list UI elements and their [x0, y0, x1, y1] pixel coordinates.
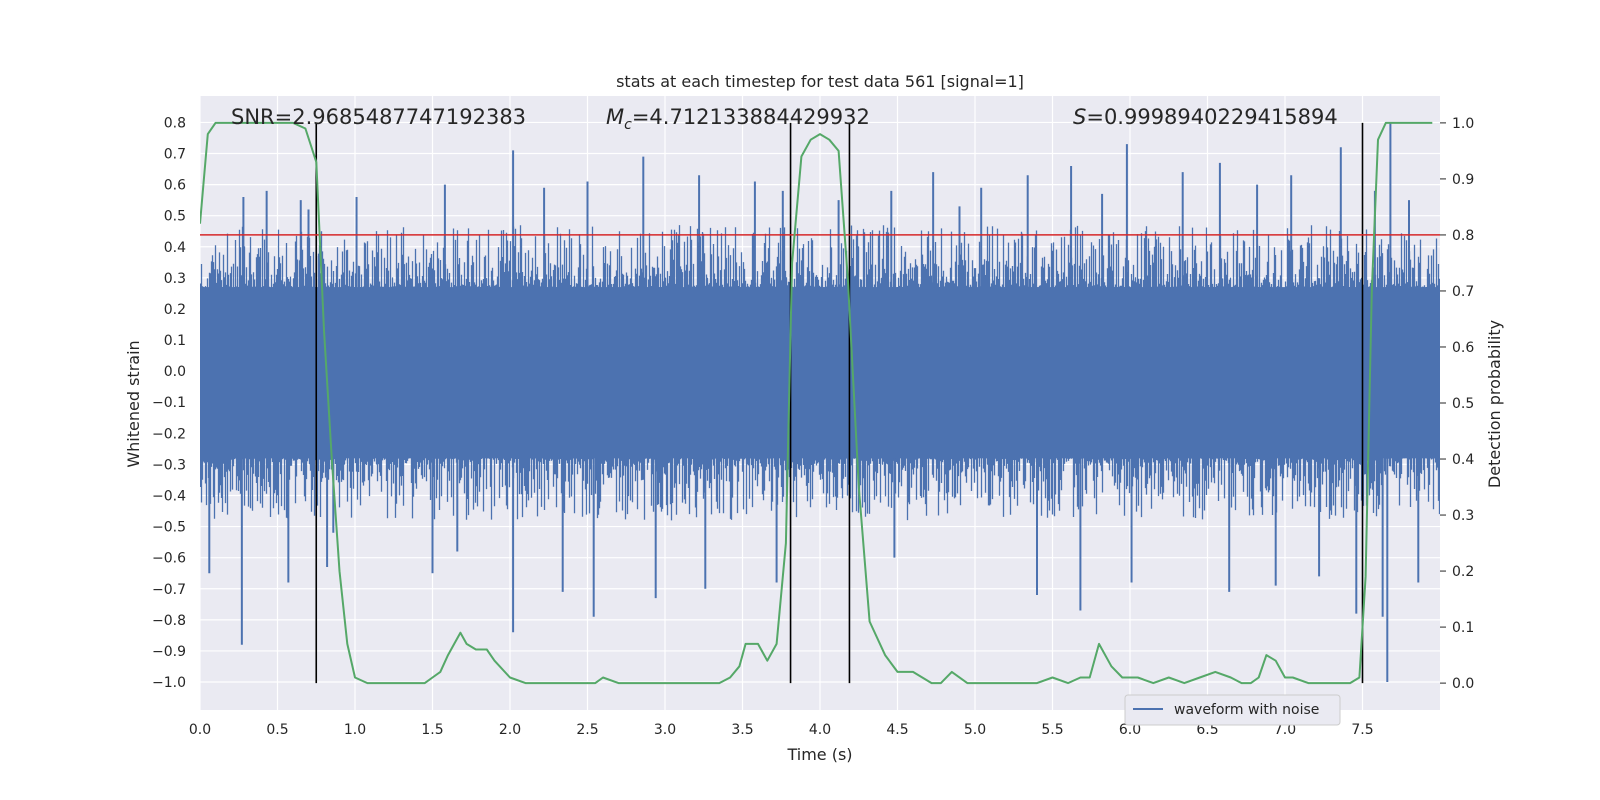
x-tick-label: 6.5	[1196, 722, 1218, 738]
y-tick-label: 0.8	[164, 115, 186, 131]
y-tick-label: −0.5	[152, 520, 186, 536]
y-tick-label: −1.0	[152, 675, 186, 691]
y-tick-label: 0.4	[164, 240, 186, 256]
y-tick-label: −0.4	[152, 488, 186, 504]
y2-tick-label: 0.2	[1452, 564, 1474, 580]
x-tick-label: 1.5	[421, 722, 443, 738]
x-tick-label: 3.5	[731, 722, 753, 738]
x-axis-label: Time (s)	[786, 745, 852, 764]
y-tick-label: −0.8	[152, 613, 186, 629]
y-tick-label: −0.7	[152, 582, 186, 598]
probability-line	[200, 121, 1433, 685]
y-tick-label: 0.0	[164, 364, 186, 380]
y-tick-label: 0.1	[164, 333, 186, 349]
x-tick-label: 0.5	[266, 722, 288, 738]
snr-annotation: SNR=2.9685487747192383	[231, 105, 526, 129]
x-tick-label: 4.5	[886, 722, 908, 738]
y-tick-label: −0.2	[152, 426, 186, 442]
y2-tick-label: 0.1	[1452, 620, 1474, 636]
s-annotation: S=0.9998940229415894	[1073, 105, 1338, 129]
waveform-series	[200, 122, 1440, 683]
legend-label: waveform with noise	[1174, 702, 1319, 718]
y2-tick-label: 1.0	[1452, 116, 1474, 132]
mc-annotation: Mc=4.712133884429932	[606, 105, 870, 133]
probability-series	[200, 121, 1433, 685]
y-tick-label: 0.3	[164, 271, 186, 287]
x-tick-label: 0.0	[189, 722, 211, 738]
y2-tick-label: 0.0	[1452, 676, 1474, 692]
waveform-core	[200, 287, 1440, 459]
y-tick-label: 0.2	[164, 302, 186, 318]
y-tick-label: −0.1	[152, 395, 186, 411]
y-tick-label: −0.6	[152, 551, 186, 567]
y2-tick-label: 0.8	[1452, 228, 1474, 244]
y2-tick-label: 0.3	[1452, 508, 1474, 524]
y-tick-label: −0.9	[152, 644, 186, 660]
y-tick-label: 0.5	[164, 209, 186, 225]
y-tick-label: 0.6	[164, 178, 186, 194]
x-tick-label: 7.0	[1274, 722, 1296, 738]
x-tick-label: 4.0	[809, 722, 831, 738]
y2-axis-ticks: 1.0 0.9 0.8 0.7 0.6 0.5 0.4 0.3 0.2 0.1 0.0	[1440, 116, 1474, 692]
y2-axis-label: Detection probability	[1485, 320, 1504, 488]
legend-box	[1124, 694, 1341, 726]
x-tick-label: 2.5	[576, 722, 598, 738]
y2-tick-label: 0.6	[1452, 340, 1474, 356]
y-tick-label: 0.7	[164, 147, 186, 163]
x-tick-label: 5.0	[964, 722, 986, 738]
legend: waveform with noise	[1124, 694, 1341, 726]
x-tick-label: 2.0	[499, 722, 521, 738]
x-tick-label: 7.5	[1351, 722, 1373, 738]
y2-tick-label: 0.9	[1452, 172, 1474, 188]
x-tick-label: 6.0	[1119, 722, 1141, 738]
x-axis-ticks: 0.0 0.5 1.0 1.5 2.0 2.5 3.0 3.5 4.0 4.5 5.0 5.5 6.0 6…	[189, 722, 1374, 738]
x-tick-label: 1.0	[344, 722, 366, 738]
y2-tick-label: 0.5	[1452, 396, 1474, 412]
x-tick-label: 3.0	[654, 722, 676, 738]
x-tick-label: 5.5	[1041, 722, 1063, 738]
y-tick-label: −0.3	[152, 457, 186, 473]
reference-lines	[200, 122, 1440, 684]
y2-tick-label: 0.7	[1452, 284, 1474, 300]
chart-title: stats at each timestep for test data 561…	[616, 72, 1024, 91]
y-axis-ticks: 0.8 0.7 0.6 0.5 0.4 0.3 0.2 0.1 0.0 −0.1 −0.2 −0.3 −…	[152, 115, 186, 691]
y2-tick-label: 0.4	[1452, 452, 1474, 468]
y-axis-label: Whitened strain	[124, 340, 143, 467]
